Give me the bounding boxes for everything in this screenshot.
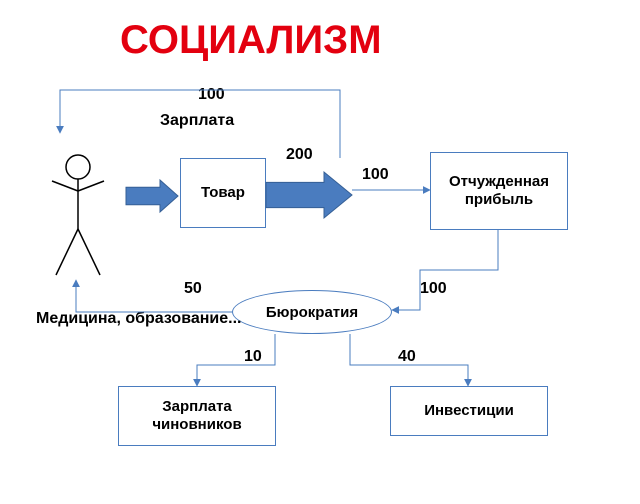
node-officials-label: Зарплата чиновников — [123, 398, 271, 434]
label-zarplata: Зарплата — [160, 112, 234, 130]
node-profit-label: Отчужденная прибыль — [435, 173, 563, 209]
label-40: 40 — [398, 348, 416, 366]
diagram-title: СОЦИАЛИЗМ — [120, 18, 382, 63]
node-tovar: Товар — [180, 158, 266, 228]
node-bureau: Бюрократия — [232, 290, 392, 334]
node-bureau-label: Бюрократия — [266, 304, 358, 321]
node-invest-label: Инвестиции — [424, 402, 514, 420]
label-10: 10 — [244, 348, 262, 366]
node-invest: Инвестиции — [390, 386, 548, 436]
label-med: Медицина, образование... — [36, 310, 241, 328]
label-100-down: 100 — [420, 280, 447, 298]
node-tovar-label: Товар — [201, 184, 245, 202]
label-100-top: 100 — [198, 86, 225, 104]
label-100-right: 100 — [362, 166, 389, 184]
node-profit: Отчужденная прибыль — [430, 152, 568, 230]
node-officials: Зарплата чиновников — [118, 386, 276, 446]
label-50: 50 — [184, 280, 202, 298]
label-200: 200 — [286, 146, 313, 164]
